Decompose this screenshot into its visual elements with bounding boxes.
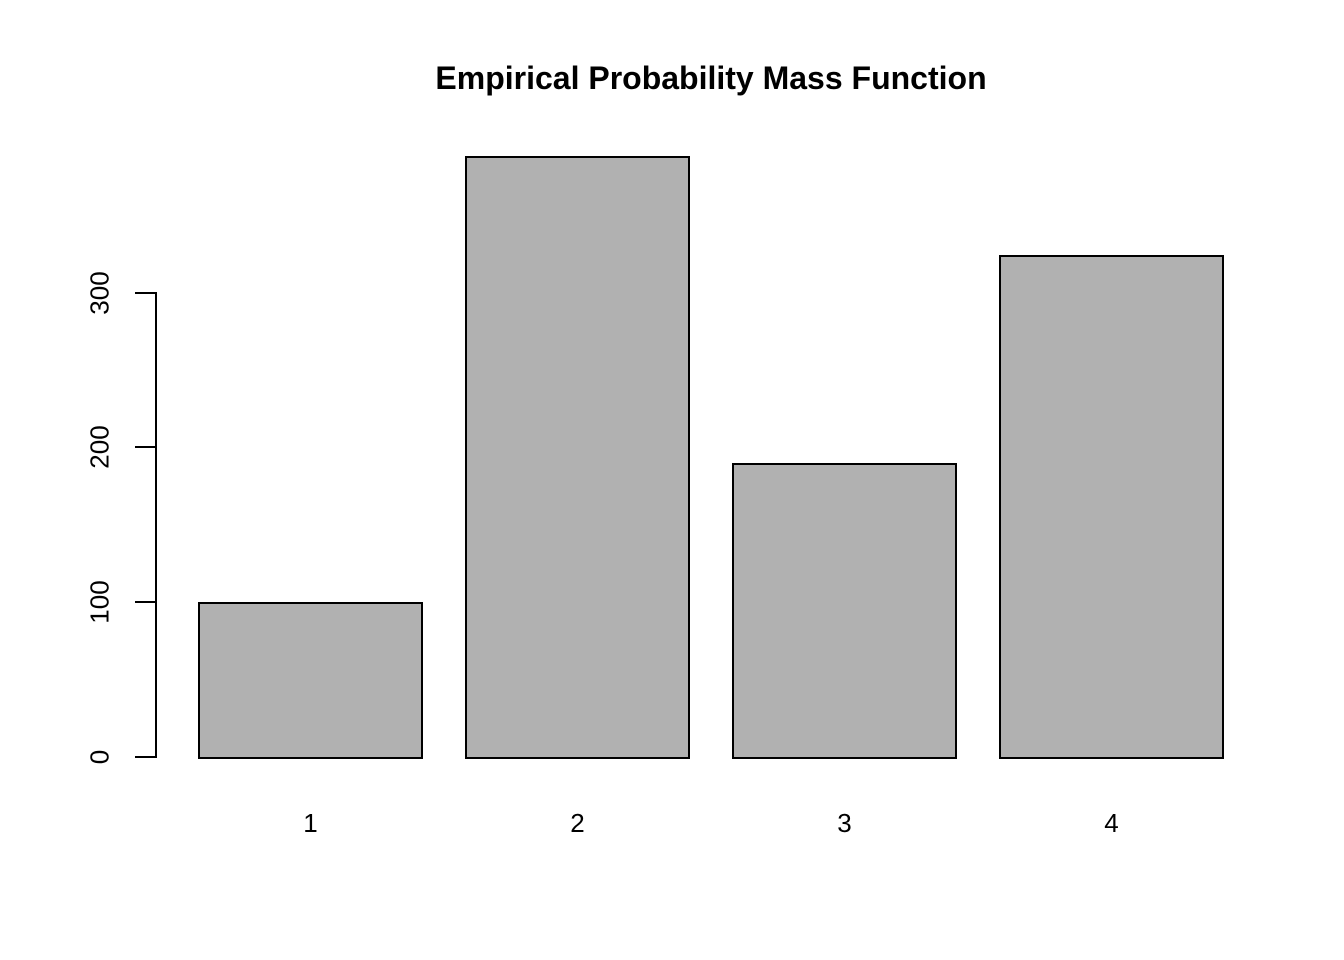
y-tick-mark [135,446,155,449]
x-tick-label-4: 4 [1104,808,1119,838]
chart-title: Empirical Probability Mass Function [435,60,987,96]
bar-category-2 [465,156,690,759]
y-tick-label: 300 [84,270,115,315]
bar-category-3 [732,463,957,759]
x-tick-label-2: 2 [570,808,585,838]
y-tick-mark [135,291,155,294]
x-tick-label-3: 3 [837,808,852,838]
y-axis-line [155,291,157,758]
y-tick-mark [135,756,155,758]
bar-category-1 [198,602,423,759]
y-tick-label: 100 [84,580,115,624]
bar-category-4 [999,255,1224,759]
x-tick-label-1: 1 [303,808,318,838]
y-tick-label: 200 [84,425,115,470]
y-tick-mark [135,601,155,604]
y-tick-label: 0 [84,749,115,765]
